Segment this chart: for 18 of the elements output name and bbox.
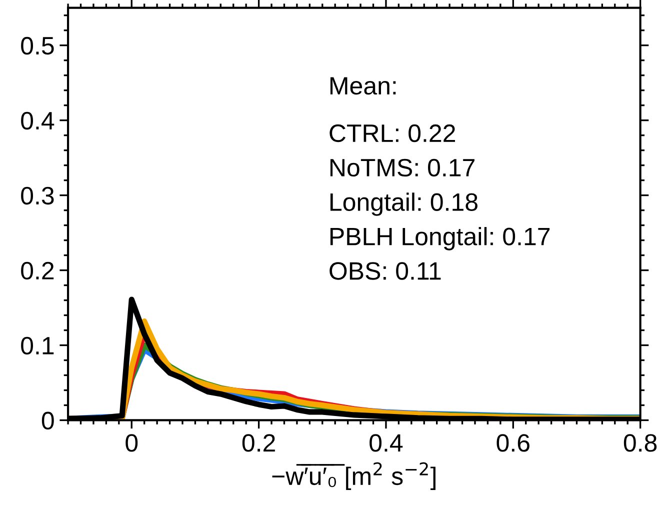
y-tick-label: 0.3 [21, 186, 54, 205]
x-tick-label: 0 [126, 434, 138, 452]
y-tick-label: 0.4 [21, 112, 54, 130]
x-axis-title: −w̅′̅u̅′̅₀̅ [m$^{2}$ s$^{−2}$] [272, 462, 436, 490]
annotation: OBS: 0.11 [330, 262, 441, 280]
y-tick-label: 0.5 [21, 36, 54, 55]
annotation: PBLH Longtail: 0.17 [330, 227, 550, 250]
annotation: NoTMS: 0.17 [330, 158, 474, 177]
annotation: Mean: [330, 77, 396, 95]
y-tick-label: 0.1 [21, 336, 54, 355]
y-tick-label: 0 [42, 412, 54, 430]
x-tick-label: 0.8 [624, 434, 657, 452]
x-tick-label: 0.6 [496, 434, 530, 452]
x-tick-label: 0.4 [370, 434, 403, 452]
annotation: CTRL: 0.22 [330, 124, 455, 142]
annotation: Longtail: 0.18 [330, 192, 478, 216]
x-tick-label: 0.2 [242, 434, 275, 452]
y-tick-label: 0.2 [21, 262, 54, 280]
